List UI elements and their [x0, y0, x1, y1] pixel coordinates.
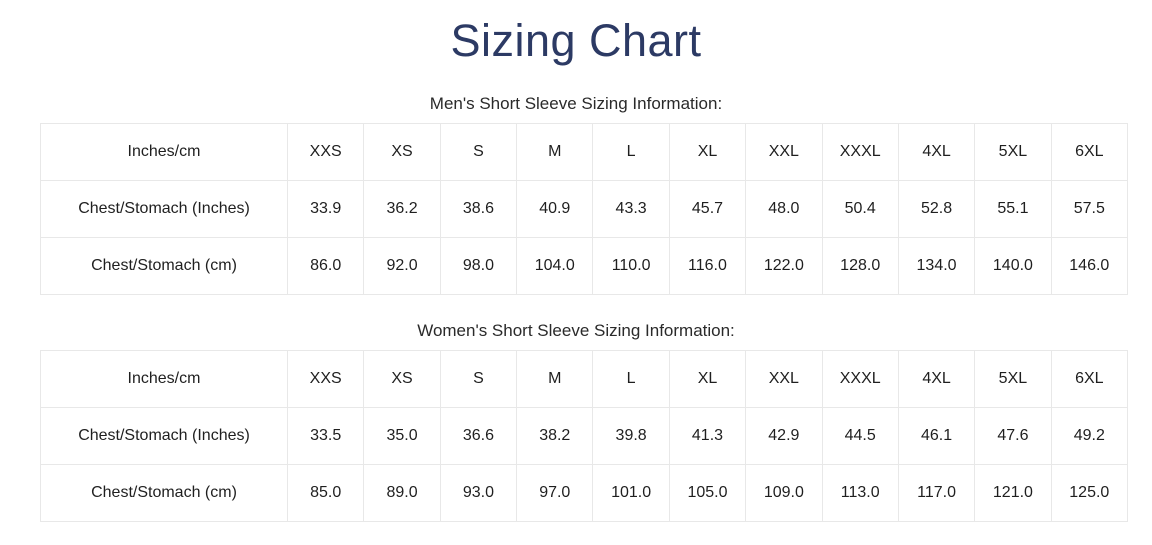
- measurement-value: 46.1: [897, 407, 976, 465]
- size-column-header: XXXL: [821, 123, 899, 181]
- measurement-value: 97.0: [516, 464, 594, 522]
- size-column-header: 5XL: [974, 350, 1052, 408]
- size-column-header: XS: [363, 350, 441, 408]
- size-column-header: 6XL: [1050, 123, 1129, 181]
- measurement-value: 38.6: [439, 180, 518, 238]
- size-column-header: 4XL: [897, 350, 976, 408]
- table-row: Chest/Stomach (cm) 86.0 92.0 98.0 104.0 110.0…: [40, 237, 1129, 295]
- table-row: Chest/Stomach (Inches) 33.9 36.2 38.6 40.9 43…: [40, 180, 1129, 238]
- size-column-header: M: [516, 123, 594, 181]
- sizing-chart-page: Sizing Chart Men's Short Sleeve Sizing I…: [0, 13, 1152, 522]
- size-column-header: S: [439, 123, 518, 181]
- measurement-value: 113.0: [821, 464, 899, 522]
- measurement-value: 50.4: [821, 180, 899, 238]
- measurement-value: 45.7: [668, 180, 747, 238]
- measurement-value: 36.2: [363, 180, 441, 238]
- measurement-value: 128.0: [821, 237, 899, 295]
- measurement-value: 55.1: [974, 180, 1052, 238]
- page-title: Sizing Chart: [450, 15, 702, 66]
- size-column-header: S: [439, 350, 518, 408]
- measurement-value: 146.0: [1050, 237, 1129, 295]
- size-column-header: M: [516, 350, 594, 408]
- table-row: Chest/Stomach (cm) 85.0 89.0 93.0 97.0 101.0 1…: [40, 464, 1129, 522]
- measurement-value: 116.0: [668, 237, 747, 295]
- measurement-value: 47.6: [974, 407, 1052, 465]
- size-column-header: XL: [668, 123, 747, 181]
- table-row: Chest/Stomach (Inches) 33.5 35.0 36.6 38.2 39…: [40, 407, 1129, 465]
- measurement-value: 38.2: [516, 407, 594, 465]
- measurement-value: 36.6: [439, 407, 518, 465]
- measurement-value: 57.5: [1050, 180, 1129, 238]
- measurement-value: 140.0: [974, 237, 1052, 295]
- header-row: Inches/cm XXS XS S M L XL XXL XXXL 4XL 5XL 6XL: [40, 123, 1129, 181]
- size-column-header: XL: [668, 350, 747, 408]
- size-column-header: 6XL: [1050, 350, 1129, 408]
- measurement-value: 40.9: [516, 180, 594, 238]
- size-column-header: XXS: [286, 123, 365, 181]
- units-column-header: Inches/cm: [40, 350, 288, 408]
- mens-table-caption: Men's Short Sleeve Sizing Information:: [429, 94, 723, 113]
- measurement-value: 101.0: [592, 464, 670, 522]
- womens-table-caption: Women's Short Sleeve Sizing Information:: [417, 321, 735, 340]
- size-column-header: XXL: [745, 123, 823, 181]
- size-column-header: XS: [363, 123, 441, 181]
- measurement-value: 121.0: [974, 464, 1052, 522]
- measurement-value: 85.0: [286, 464, 365, 522]
- size-column-header: 5XL: [974, 123, 1052, 181]
- measurement-value: 42.9: [745, 407, 823, 465]
- womens-sizing-table: Inches/cm XXS XS S M L XL XXL XXXL 4XL 5XL 6XL Chest…: [40, 350, 1129, 522]
- measurement-value: 41.3: [668, 407, 747, 465]
- measurement-value: 98.0: [439, 237, 518, 295]
- row-label: Chest/Stomach (cm): [40, 237, 288, 295]
- header-row: Inches/cm XXS XS S M L XL XXL XXXL 4XL 5XL 6XL: [40, 350, 1129, 408]
- size-column-header: XXL: [745, 350, 823, 408]
- measurement-value: 35.0: [363, 407, 441, 465]
- measurement-value: 125.0: [1050, 464, 1129, 522]
- measurement-value: 134.0: [897, 237, 976, 295]
- measurement-value: 92.0: [363, 237, 441, 295]
- measurement-value: 39.8: [592, 407, 670, 465]
- size-column-header: L: [592, 123, 670, 181]
- mens-sizing-section: Men's Short Sleeve Sizing Information: I…: [0, 94, 1152, 295]
- measurement-value: 86.0: [286, 237, 365, 295]
- measurement-value: 49.2: [1050, 407, 1129, 465]
- measurement-value: 33.5: [286, 407, 365, 465]
- measurement-value: 117.0: [897, 464, 976, 522]
- size-column-header: L: [592, 350, 670, 408]
- size-column-header: XXS: [286, 350, 365, 408]
- measurement-value: 43.3: [592, 180, 670, 238]
- row-label: Chest/Stomach (cm): [40, 464, 288, 522]
- mens-sizing-table: Inches/cm XXS XS S M L XL XXL XXXL 4XL 5XL 6XL Chest…: [40, 123, 1129, 295]
- measurement-value: 122.0: [745, 237, 823, 295]
- measurement-value: 105.0: [668, 464, 747, 522]
- size-column-header: XXXL: [821, 350, 899, 408]
- size-column-header: 4XL: [897, 123, 976, 181]
- units-column-header: Inches/cm: [40, 123, 288, 181]
- measurement-value: 89.0: [363, 464, 441, 522]
- measurement-value: 52.8: [897, 180, 976, 238]
- measurement-value: 110.0: [592, 237, 670, 295]
- womens-sizing-section: Women's Short Sleeve Sizing Information:…: [0, 321, 1152, 522]
- measurement-value: 48.0: [745, 180, 823, 238]
- row-label: Chest/Stomach (Inches): [40, 180, 288, 238]
- row-label: Chest/Stomach (Inches): [40, 407, 288, 465]
- measurement-value: 104.0: [516, 237, 594, 295]
- measurement-value: 93.0: [439, 464, 518, 522]
- measurement-value: 44.5: [821, 407, 899, 465]
- measurement-value: 33.9: [286, 180, 365, 238]
- measurement-value: 109.0: [745, 464, 823, 522]
